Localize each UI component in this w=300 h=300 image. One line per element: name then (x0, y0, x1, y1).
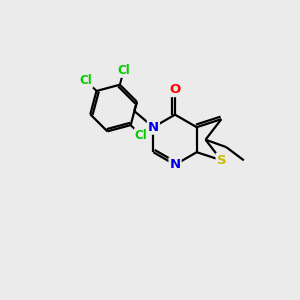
Text: Cl: Cl (117, 64, 130, 77)
Text: Cl: Cl (80, 74, 92, 87)
Text: O: O (169, 83, 181, 96)
Text: N: N (148, 121, 159, 134)
Text: N: N (169, 158, 181, 171)
Text: S: S (217, 154, 226, 167)
Text: Cl: Cl (135, 129, 148, 142)
